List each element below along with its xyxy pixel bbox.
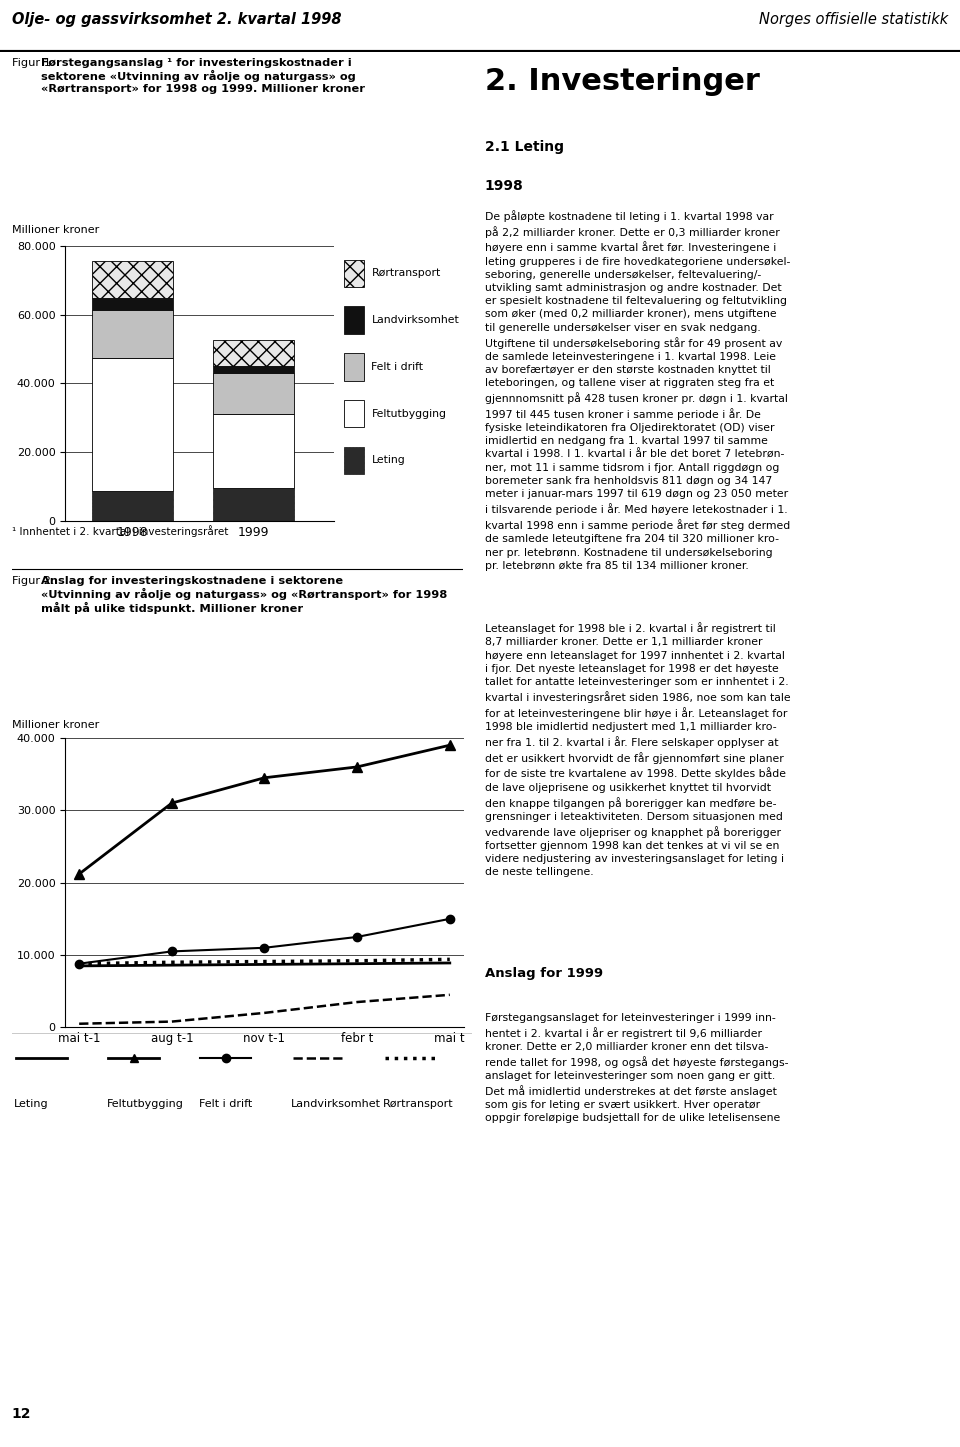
Text: Feltutbygging: Feltutbygging <box>372 408 446 418</box>
Text: Leteanslaget for 1998 ble i 2. kvartal i år registrert til
8,7 milliarder kroner: Leteanslaget for 1998 ble i 2. kvartal i… <box>485 622 790 877</box>
Text: Førstegangsanslag ¹ for investeringskostnader i
sektorene «Utvinning av råolje o: Førstegangsanslag ¹ for investeringskost… <box>41 58 365 94</box>
Text: Anslag for investeringskostnadene i sektorene
«Utvinning av råolje og naturgass»: Anslag for investeringskostnadene i sekt… <box>41 576 447 614</box>
Bar <box>92 262 173 298</box>
Text: Olje- og gassvirksomhet 2. kvartal 1998: Olje- og gassvirksomhet 2. kvartal 1998 <box>12 12 341 27</box>
Text: Leting: Leting <box>372 456 405 466</box>
Text: Anslag for 1999: Anslag for 1999 <box>485 967 603 980</box>
Bar <box>92 359 173 491</box>
Bar <box>344 353 365 381</box>
Bar <box>213 340 294 366</box>
Bar <box>213 366 294 373</box>
Text: Leting: Leting <box>14 1100 49 1108</box>
Text: 2. Investeringer: 2. Investeringer <box>485 67 759 96</box>
Bar <box>344 307 365 334</box>
Bar <box>344 260 365 287</box>
Text: Rørtransport: Rørtransport <box>372 269 441 278</box>
Text: 12: 12 <box>12 1408 31 1421</box>
Text: Figur 1.: Figur 1. <box>12 58 58 68</box>
Bar <box>344 399 365 427</box>
Text: ¹ Innhentet i 2. kvartal i investeringsråret: ¹ Innhentet i 2. kvartal i investeringsr… <box>12 525 228 537</box>
Text: Figur 2.: Figur 2. <box>12 576 58 586</box>
Bar <box>213 488 294 521</box>
Bar <box>213 373 294 414</box>
Text: Rørtransport: Rørtransport <box>383 1100 453 1108</box>
Text: 1998: 1998 <box>485 178 523 192</box>
Text: Førstegangsanslaget for leteinvesteringer i 1999 inn-
hentet i 2. kvartal i år e: Førstegangsanslaget for leteinvesteringe… <box>485 1013 788 1123</box>
Bar <box>344 447 365 475</box>
Bar <box>92 491 173 521</box>
Text: Landvirksomhet: Landvirksomhet <box>291 1100 381 1108</box>
Bar <box>213 414 294 488</box>
Text: De påløpte kostnadene til leting i 1. kvartal 1998 var
på 2,2 milliarder kroner.: De påløpte kostnadene til leting i 1. kv… <box>485 210 790 570</box>
Text: Millioner kroner: Millioner kroner <box>12 721 99 729</box>
Bar <box>92 298 173 310</box>
Text: Landvirksomhet: Landvirksomhet <box>372 315 459 326</box>
Bar <box>92 310 173 359</box>
Text: Norges offisielle statistikk: Norges offisielle statistikk <box>759 12 948 27</box>
Text: Felt i drift: Felt i drift <box>199 1100 252 1108</box>
Text: Felt i drift: Felt i drift <box>372 362 423 372</box>
Text: Millioner kroner: Millioner kroner <box>12 226 99 234</box>
Text: 2.1 Leting: 2.1 Leting <box>485 140 564 155</box>
Text: Feltutbygging: Feltutbygging <box>107 1100 183 1108</box>
